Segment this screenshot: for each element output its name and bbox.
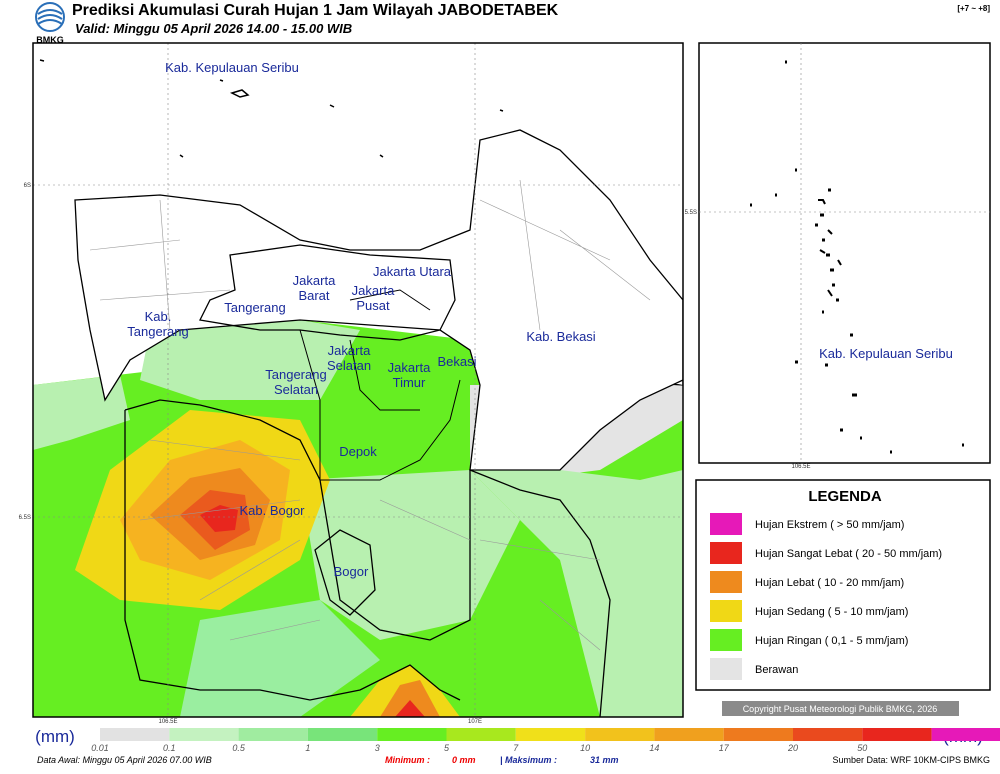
legend-label: Hujan Ringan ( 0,1 - 5 mm/jam) <box>755 635 908 647</box>
lat-label: 5.5S <box>685 210 697 216</box>
colorbar-tick: 14 <box>649 743 659 753</box>
region-label: Barat <box>298 288 329 303</box>
colorbar-segment <box>446 728 516 741</box>
legend-label: Hujan Ekstrem ( > 50 mm/jam) <box>755 519 904 531</box>
colorbar-tick: 7 <box>513 743 519 753</box>
colorbar-segment <box>862 728 932 741</box>
colorbar: 0.01 0.1 0.5 1 3 5 7 10 14 17 20 50 <box>91 728 1000 753</box>
colorbar-segment <box>723 728 793 741</box>
colorbar-tick: 5 <box>444 743 450 753</box>
colorbar-segment <box>238 728 308 741</box>
data-start: Data Awal: Minggu 05 April 2026 07.00 WI… <box>37 755 212 765</box>
legend-swatch <box>710 542 742 564</box>
min-label: Minimum : <box>385 755 430 765</box>
lat-label: 6.5S <box>19 515 31 521</box>
region-label: Selatan <box>274 382 318 397</box>
inset-label: Kab. Kepulauan Seribu <box>819 346 953 361</box>
region-label: Kab. Kepulauan Seribu <box>165 60 299 75</box>
region-label: Timur <box>393 375 426 390</box>
subtitle: Valid: Minggu 05 April 2026 14.00 - 15.0… <box>75 21 352 36</box>
legend-swatch <box>710 571 742 593</box>
legend-swatch <box>710 658 742 680</box>
legend: LEGENDA Hujan Ekstrem ( > 50 mm/jam) Huja… <box>695 479 991 691</box>
region-label: Jakarta <box>328 343 371 358</box>
lon-label: 106.5E <box>791 464 810 470</box>
copyright: Copyright Pusat Meteorologi Publik BMKG,… <box>743 704 938 714</box>
colorbar-segment <box>654 728 724 741</box>
lon-label: 107E <box>468 719 482 725</box>
region-label: Kab. Bekasi <box>526 329 595 344</box>
colorbar-segment <box>169 728 239 741</box>
inset-map: 5.5S 106.5E Kab. Kepulauan Seribu <box>685 42 991 470</box>
region-label: Pusat <box>356 298 390 313</box>
colorbar-segment <box>377 728 447 741</box>
region-label: Depok <box>339 444 377 459</box>
region-label: Tangerang <box>224 300 285 315</box>
logo-text: BMKG <box>36 35 64 45</box>
copyright-bg <box>722 701 959 716</box>
legend-title: LEGENDA <box>808 488 882 505</box>
logo: BMKG <box>35 2 65 45</box>
colorbar-tick: 20 <box>787 743 798 753</box>
colorbar-segment <box>515 728 586 741</box>
region-label: Tangerang <box>127 324 188 339</box>
legend-label: Hujan Lebat ( 10 - 20 mm/jam) <box>755 577 904 589</box>
title: Prediksi Akumulasi Curah Hujan 1 Jam Wil… <box>72 2 559 19</box>
legend-swatch <box>710 629 742 651</box>
source: Sumber Data: WRF 10KM-CIPS BMKG <box>832 755 990 765</box>
max-label: | Maksimum : <box>500 755 557 765</box>
colorbar-segment <box>793 728 863 741</box>
colorbar-segment <box>307 728 378 741</box>
lat-label: 6S <box>24 183 31 189</box>
legend-label: Hujan Sedang ( 5 - 10 mm/jam) <box>755 606 908 618</box>
region-label: Bekasi <box>437 354 476 369</box>
colorbar-tick: 0.1 <box>163 743 176 753</box>
region-label: Tangerang <box>265 367 326 382</box>
colorbar-tick: 50 <box>857 743 867 753</box>
region-label: Bogor <box>334 564 369 579</box>
colorbar-tick: 3 <box>375 743 380 753</box>
region-label: Kab. <box>145 309 172 324</box>
region-label: Jakarta <box>293 273 336 288</box>
legend-swatch <box>710 513 742 535</box>
lon-label: 106.5E <box>158 719 177 725</box>
colorbar-segment <box>585 728 655 741</box>
colorbar-tick: 10 <box>580 743 590 753</box>
max-value: 31 mm <box>590 755 619 765</box>
colorbar-tick: 17 <box>719 743 730 753</box>
unit: (mm) <box>35 727 75 746</box>
region-label: Jakarta <box>352 283 395 298</box>
legend-label: Hujan Sangat Lebat ( 20 - 50 mm/jam) <box>755 548 942 560</box>
colorbar-segment <box>100 728 170 741</box>
region-label: Selatan <box>327 358 371 373</box>
colorbar-tick: 0.5 <box>232 743 246 753</box>
lead-time: [+7 ~ +8] <box>957 4 990 13</box>
legend-label: Berawan <box>755 664 798 676</box>
region-label: Jakarta <box>388 360 431 375</box>
region-label: Kab. Bogor <box>239 503 305 518</box>
colorbar-segment <box>931 728 1000 741</box>
region-label: Jakarta Utara <box>373 264 452 279</box>
main-map: 6S 6.5S 106.5E 107E Kab. Kepulauan Serib… <box>19 42 684 725</box>
legend-swatch <box>710 600 742 622</box>
colorbar-tick: 0.01 <box>91 743 109 753</box>
min-value: 0 mm <box>452 755 476 765</box>
colorbar-tick: 1 <box>305 743 310 753</box>
